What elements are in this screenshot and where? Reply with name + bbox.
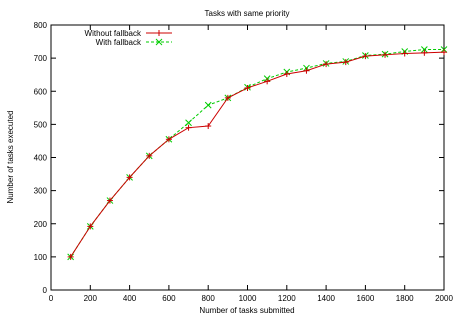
x-tick-label-4: 800 bbox=[202, 294, 216, 303]
y-tick-label-1: 100 bbox=[34, 253, 48, 262]
x-tick-label-8: 1600 bbox=[357, 294, 375, 303]
y-tick-label-0: 0 bbox=[43, 286, 48, 295]
legend-marker-0 bbox=[156, 30, 162, 36]
chart-title: Tasks with same priority bbox=[205, 9, 290, 18]
series-0 bbox=[67, 49, 447, 260]
x-tick-label-0: 0 bbox=[49, 294, 54, 303]
y-tick-label-7: 700 bbox=[34, 54, 48, 63]
x-tick-label-3: 600 bbox=[162, 294, 176, 303]
series-0-point-19 bbox=[441, 49, 447, 56]
y-axis-title: Number of tasks executed bbox=[6, 111, 15, 204]
legend-entry-1: With fallback bbox=[96, 38, 172, 47]
plot-frame bbox=[50, 24, 445, 291]
series-1-point-18 bbox=[420, 46, 428, 53]
series-0-point-1 bbox=[87, 223, 94, 230]
y-tick-label-8: 800 bbox=[34, 21, 48, 30]
x-tick-label-5: 1000 bbox=[239, 294, 257, 303]
series-0-point-9 bbox=[244, 84, 251, 91]
series-0-point-2 bbox=[106, 197, 113, 204]
series-0-point-11 bbox=[283, 71, 290, 78]
y-tick-label-6: 600 bbox=[34, 87, 48, 96]
x-tick-label-2: 400 bbox=[123, 294, 137, 303]
series-0-point-3 bbox=[126, 174, 133, 181]
x-tick-label-10: 2000 bbox=[435, 294, 453, 303]
x-tick-label-7: 1400 bbox=[317, 294, 335, 303]
series-0-point-14 bbox=[342, 59, 349, 66]
series-0-point-13 bbox=[323, 61, 330, 68]
y-tick-label-4: 400 bbox=[34, 154, 48, 163]
series-0-point-4 bbox=[146, 152, 153, 159]
legend-marker-1 bbox=[155, 38, 163, 46]
series-line-0 bbox=[70, 51, 445, 258]
series-0-point-8 bbox=[224, 94, 231, 101]
series-layer bbox=[67, 46, 448, 261]
series-0-point-7 bbox=[205, 123, 212, 130]
x-axis-title: Number of tasks submitted bbox=[199, 306, 294, 315]
series-0-point-0 bbox=[67, 253, 74, 260]
legend-label-1: With fallback bbox=[96, 38, 142, 47]
axis-ticks: 0 200 400 600 800 1000 1200 1400 1600 1800 2000 0 10… bbox=[34, 21, 453, 303]
series-1-point-6 bbox=[185, 119, 192, 127]
y-tick-label-2: 200 bbox=[34, 220, 48, 229]
series-0-point-15 bbox=[362, 53, 369, 60]
y-tick-label-5: 500 bbox=[34, 120, 48, 129]
series-line-1 bbox=[70, 49, 444, 258]
legend-entry-0: Without fallback bbox=[85, 29, 172, 38]
series-0-point-5 bbox=[165, 136, 172, 143]
series-0-point-18 bbox=[421, 49, 428, 56]
x-tick-label-6: 1200 bbox=[278, 294, 296, 303]
y-tick-label-3: 300 bbox=[34, 187, 48, 196]
x-tick-label-1: 200 bbox=[84, 294, 98, 303]
series-0-point-12 bbox=[303, 67, 310, 74]
series-1 bbox=[67, 46, 448, 261]
series-0-point-17 bbox=[401, 50, 408, 57]
series-0-point-16 bbox=[382, 51, 389, 58]
x-tick-label-9: 1800 bbox=[396, 294, 414, 303]
series-0-point-6 bbox=[185, 124, 192, 131]
series-1-point-7 bbox=[204, 101, 212, 109]
legend-label-0: Without fallback bbox=[85, 29, 142, 38]
series-0-point-10 bbox=[264, 78, 271, 85]
